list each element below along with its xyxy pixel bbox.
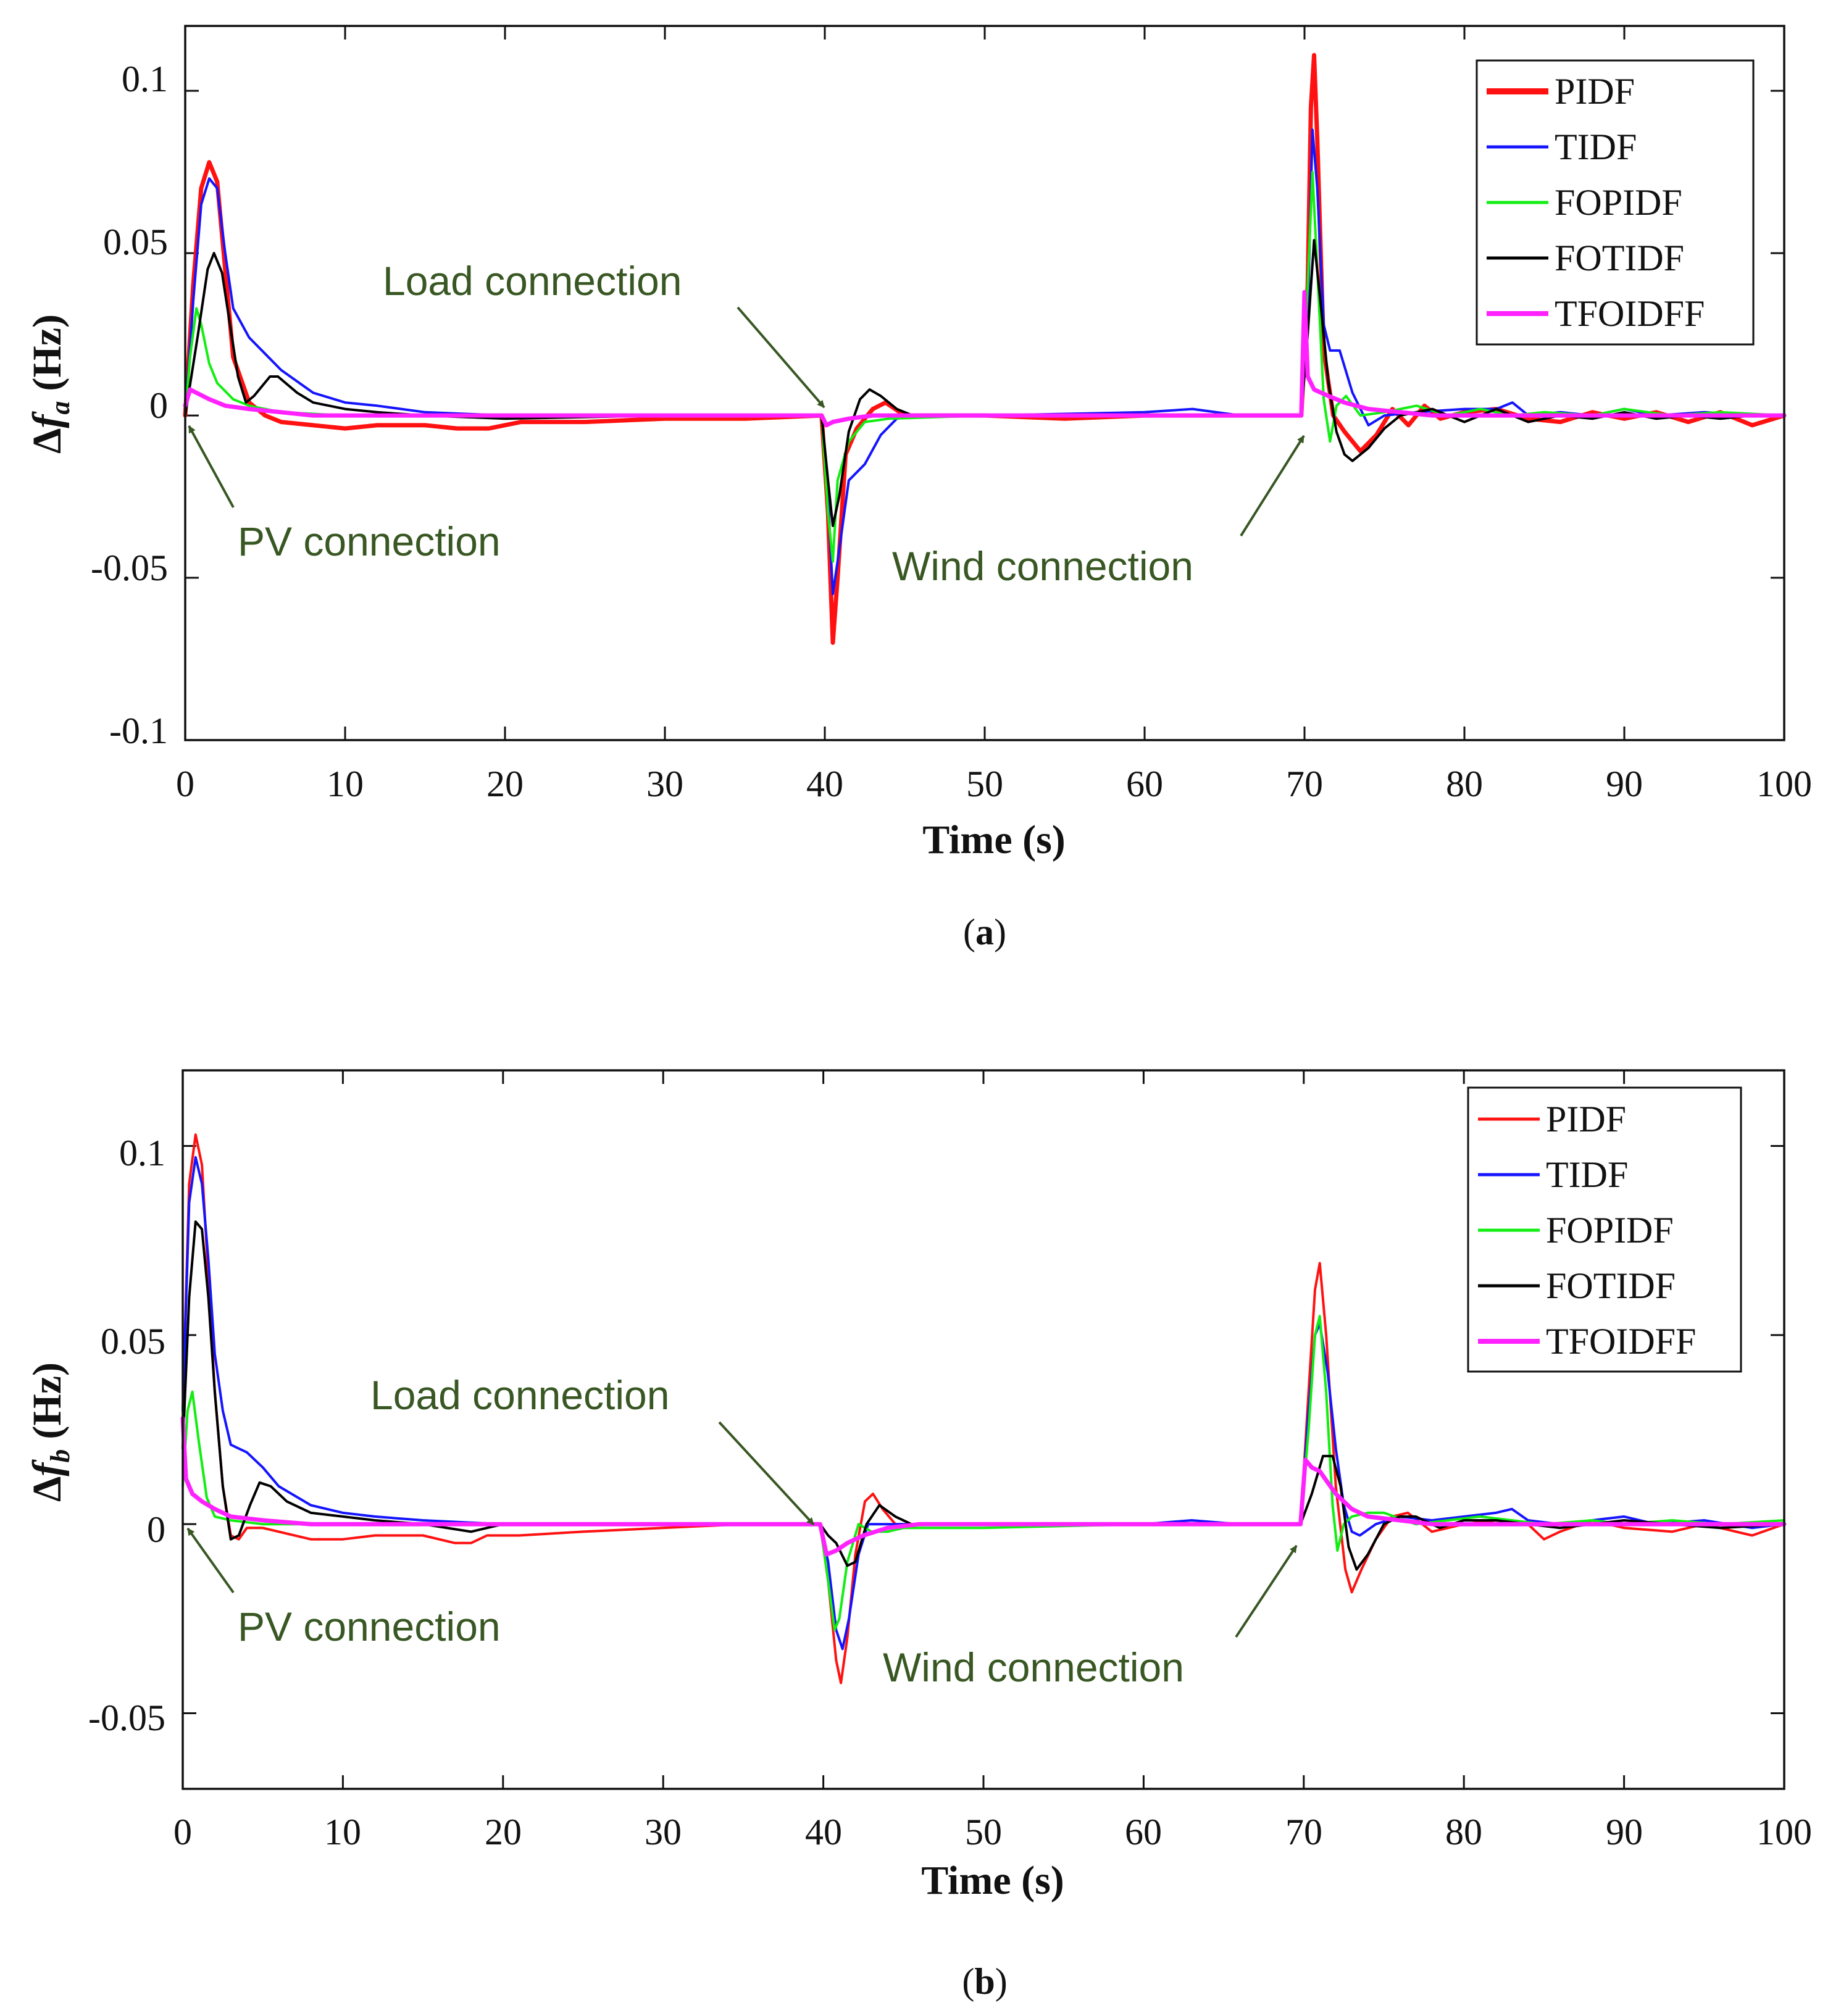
panel-b-pv-arrow — [186, 1527, 235, 1594]
panel-a-xtick-label: 100 — [1756, 764, 1812, 804]
panel-a-load-annotation: Load connection — [383, 258, 682, 304]
panel-b-xtick-label: 70 — [1285, 1812, 1322, 1852]
panel-a: 0.1 0.05 0 -0.05 -0.1 0 10 20 30 40 50 6… — [25, 25, 1812, 952]
panel-b-xtick-label: 60 — [1125, 1812, 1162, 1852]
panel-b-legend-label-pidf: PIDF — [1546, 1099, 1626, 1139]
panel-b-xtick-label: 0 — [173, 1812, 192, 1852]
panel-b-caption: (b) — [962, 1961, 1007, 2002]
panel-a-xtick-label: 70 — [1286, 764, 1323, 804]
panel-a-series-tfoidff — [183, 289, 1787, 428]
panel-b-ytick-label: -0.05 — [88, 1697, 165, 1738]
panel-a-y-axis-label: Δfa(Hz) — [25, 314, 75, 454]
panel-b-pv-annotation: PV connection — [238, 1604, 501, 1649]
panel-b-xtick-label: 10 — [324, 1812, 361, 1852]
panel-b-legend-label-fotidf: FOTIDF — [1546, 1265, 1676, 1306]
panel-a-plot-frame — [184, 25, 1785, 741]
panel-b-wind-annotation: Wind connection — [883, 1644, 1184, 1690]
panel-b-load-arrow — [718, 1421, 815, 1526]
panel-a-pv-arrow — [188, 425, 235, 508]
panel-b-ytick-label: 0.1 — [119, 1133, 165, 1173]
panel-a-load-arrow — [737, 306, 825, 409]
panel-a-xtick-label: 80 — [1446, 764, 1483, 804]
panel-b-xtick-label: 100 — [1756, 1812, 1812, 1852]
panel-a-legend-label-tfoidff: TFOIDFF — [1555, 293, 1705, 334]
panel-a-x-axis-label: Time (s) — [922, 817, 1066, 862]
panel-a-xtick-label: 90 — [1606, 764, 1643, 804]
panel-b-load-annotation: Load connection — [370, 1372, 669, 1418]
panel-b-series-tfoidff — [180, 1416, 1787, 1557]
panel-b-legend-label-fopidf: FOPIDF — [1546, 1210, 1674, 1251]
panel-a-xtick-label: 50 — [966, 764, 1003, 804]
panel-b-legend: PIDF TIDF FOPIDF FOTIDF TFOIDFF — [1467, 1086, 1742, 1373]
panel-b-wind-arrow — [1235, 1544, 1298, 1638]
panel-b-legend-label-tidf: TIDF — [1546, 1154, 1628, 1195]
panel-a-series-group — [183, 52, 1787, 645]
panel-b-xtick-label: 20 — [485, 1812, 522, 1852]
panel-b-plot-frame — [182, 1069, 1785, 1790]
panel-a-wind-arrow — [1240, 435, 1305, 537]
panel-b-y-axis-label: Δfb(Hz) — [25, 1362, 75, 1502]
panel-a-wind-annotation: Wind connection — [892, 543, 1193, 589]
panel-a-ytick-label: 0.1 — [122, 59, 168, 99]
panel-b-xtick-label: 90 — [1606, 1812, 1643, 1852]
panel-b-xtick-label: 50 — [965, 1812, 1002, 1852]
panel-a-xtick-label: 60 — [1126, 764, 1163, 804]
panel-b-xtick-label: 40 — [805, 1812, 842, 1852]
panel-a-ytick-label: 0 — [149, 385, 168, 426]
panel-b-xtick-label: 80 — [1445, 1812, 1482, 1852]
panel-a-legend-label-fopidf: FOPIDF — [1555, 182, 1682, 223]
panel-b-ytick-label: 0.05 — [101, 1321, 165, 1362]
panel-b-xtick-label: 30 — [645, 1812, 682, 1852]
panel-a-legend: PIDF TIDF FOPIDF FOTIDF TFOIDFF — [1476, 59, 1755, 346]
panel-a-xtick-label: 40 — [806, 764, 843, 804]
panel-b: 0.1 0.05 0 -0.05 0 10 20 30 40 50 60 70 … — [25, 1069, 1812, 2002]
panel-a-legend-label-tidf: TIDF — [1555, 127, 1637, 167]
panel-b-x-axis-label: Time (s) — [921, 1858, 1064, 1903]
panel-a-ytick-label: 0.05 — [103, 222, 168, 262]
panel-a-ytick-label: -0.1 — [109, 710, 168, 751]
panel-a-xtick-label: 20 — [486, 764, 524, 804]
panel-a-legend-label-pidf: PIDF — [1555, 71, 1635, 112]
panel-a-pv-annotation: PV connection — [238, 519, 501, 564]
panel-a-legend-label-fotidf: FOTIDF — [1555, 238, 1684, 278]
panel-b-ygrid-ticks — [183, 1145, 1784, 1714]
panel-a-xtick-label: 0 — [176, 764, 194, 804]
panel-b-legend-label-tfoidff: TFOIDFF — [1546, 1321, 1696, 1362]
panel-a-caption: (a) — [963, 912, 1006, 952]
panel-b-ytick-label: 0 — [147, 1509, 165, 1550]
panel-b-series-group — [180, 1133, 1787, 1685]
panel-a-xtick-label: 10 — [327, 764, 364, 804]
panel-a-xtick-label: 30 — [646, 764, 683, 804]
panel-a-ytick-label: -0.05 — [91, 548, 168, 588]
